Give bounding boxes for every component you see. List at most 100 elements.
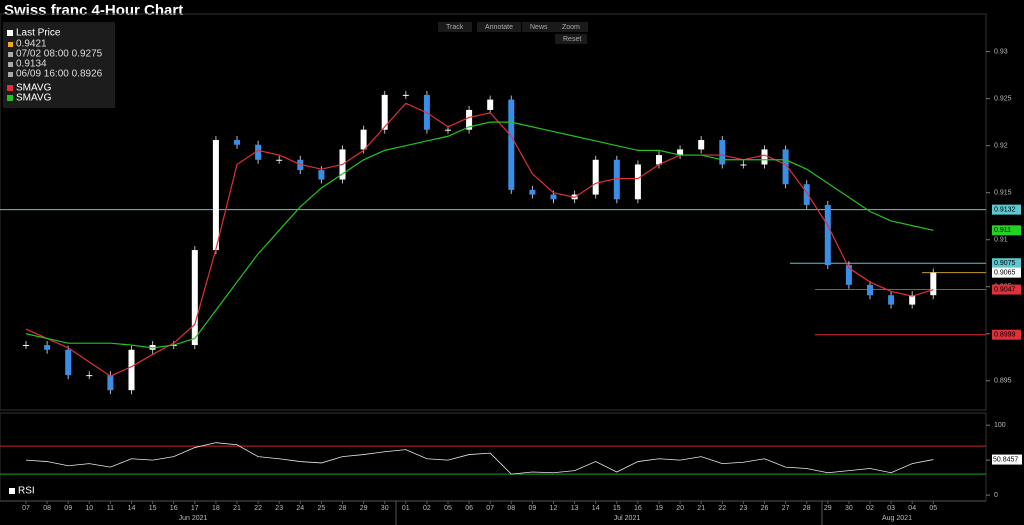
x-tick-label: 25 [318,505,326,512]
toolbar-label[interactable]: Reset [563,36,581,43]
toolbar-button[interactable] [522,22,556,32]
candle [592,159,599,195]
candle [824,204,831,266]
rsi-tag-label: 50.8457 [993,456,1018,463]
x-tick-label: 22 [254,505,262,512]
candle [23,345,29,347]
candle [867,284,873,296]
x-tick-label: 22 [718,505,726,512]
x-tick-label: 15 [613,505,621,512]
x-tick-label: 05 [444,505,452,512]
y-tick-label: 0.895 [994,378,1012,385]
x-tick-label: 16 [634,505,642,512]
sma-line [25,102,934,377]
month-label: Jun 2021 [179,515,208,522]
x-tick-label: 04 [908,505,916,512]
candle [255,144,262,160]
legend-swatch [8,72,13,77]
toolbar-label[interactable]: Track [446,24,464,31]
candle [276,159,283,161]
chart-title: Swiss franc 4-Hour Chart [4,2,183,19]
legend-box [3,22,115,108]
x-tick-label: 21 [233,505,241,512]
candle [550,194,557,200]
toolbar-label[interactable]: Zoom [562,24,580,31]
x-tick-label: 17 [191,505,199,512]
x-tick-label: 11 [107,505,114,512]
price-tag [992,204,1021,215]
candle [402,94,409,96]
candle [191,250,198,346]
price-tag-label: 0.8999 [994,332,1016,339]
x-tick-label: 24 [296,505,304,512]
x-tick-label: 03 [887,505,895,512]
x-tick-label: 15 [149,505,157,512]
candle [381,94,388,130]
y-tick-label: 0.93 [994,48,1008,55]
toolbar-button[interactable] [555,34,587,44]
x-tick-label: 26 [761,505,769,512]
candle [65,349,72,376]
price-tag [992,329,1021,340]
price-tag [992,267,1021,278]
x-tick-label: 07 [22,505,30,512]
candle [86,375,93,377]
candle [782,149,789,185]
legend-swatch [8,42,13,47]
x-tick-label: 09 [529,505,537,512]
candle [44,345,51,350]
month-label: Aug 2021 [882,515,912,522]
candle [508,99,515,190]
legend-label: 0.9134 [16,59,47,70]
x-tick-label: 01 [402,505,410,512]
price-tag [992,258,1021,269]
legend-label: 06/09 16:00 0.8926 [16,69,103,80]
legend-label: RSI [18,486,35,497]
toolbar-button[interactable] [438,22,472,32]
candle [318,170,325,180]
candle [466,109,473,130]
candle [529,189,536,195]
x-tick-label: 23 [740,505,748,512]
price-panel [0,13,987,411]
x-tick-label: 29 [824,505,832,512]
candle [212,140,219,251]
x-tick-label: 07 [486,505,494,512]
candle [360,129,367,150]
toolbar-button[interactable] [554,22,588,32]
x-tick-label: 27 [782,505,790,512]
x-tick-label: 13 [571,505,579,512]
legend-label: SMAVG [16,83,52,94]
x-tick-label: 16 [170,505,178,512]
legend-swatch [7,85,13,91]
x-tick-label: 20 [676,505,684,512]
candle [656,155,662,165]
candle [487,99,494,110]
x-tick-label: 28 [803,505,811,512]
legend-swatch [8,62,13,67]
candle [613,159,620,200]
candle [740,164,747,166]
price-tag-label: 0.9075 [994,260,1016,267]
toolbar-label[interactable]: News [530,24,548,31]
candle [107,375,114,391]
candle [128,349,135,391]
candle [803,184,810,205]
month-label: Jul 2021 [614,515,641,522]
y-tick-label: 0 [994,492,998,499]
x-tick-label: 08 [43,505,51,512]
x-tick-label: 05 [929,505,937,512]
y-tick-label: 0.915 [994,190,1012,197]
y-tick-label: 0.92 [994,143,1008,150]
legend-swatch [7,30,13,36]
toolbar-label[interactable]: Annotate [485,24,513,31]
rsi-line [25,442,934,475]
price-tag [992,284,1021,295]
x-tick-label: 06 [465,505,473,512]
x-tick-label: 19 [655,505,663,512]
x-tick-label: 30 [381,505,389,512]
x-tick-label: 28 [339,505,347,512]
candle [845,265,852,285]
toolbar-button[interactable] [477,22,521,32]
